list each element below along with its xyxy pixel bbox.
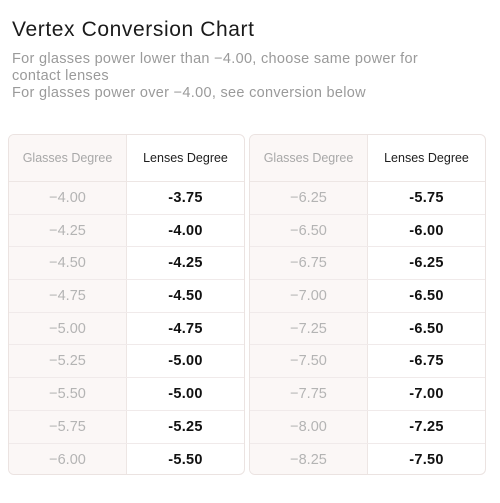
glasses-degree-cell: −4.50 [9,247,126,280]
glasses-degree-cell: −8.25 [250,443,367,474]
conversion-table-left: Glasses Degree Lenses Degree −4.00 -3.75… [8,134,245,475]
header-glasses-degree: Glasses Degree [9,135,126,181]
glasses-degree-cell: −4.25 [9,214,126,247]
table-row: −6.25 -5.75 [250,182,485,215]
glasses-degree-cell: −6.50 [250,214,367,247]
glasses-degree-cell: −6.75 [250,247,367,280]
lenses-degree-cell: -5.25 [126,410,244,443]
lenses-degree-cell: -4.50 [126,280,244,312]
glasses-degree-cell: −5.00 [9,312,126,345]
table-row: −8.25 -7.50 [250,443,485,474]
table-row: −6.00 -5.50 [9,443,244,474]
lenses-degree-cell: -5.00 [126,378,244,410]
lenses-degree-cell: -6.25 [367,247,485,280]
lenses-degree-cell: -5.00 [126,345,244,378]
lenses-degree-cell: -3.75 [126,182,244,214]
lenses-degree-cell: -7.50 [367,443,485,474]
glasses-degree-cell: −7.50 [250,345,367,378]
glasses-degree-cell: −5.25 [9,345,126,378]
glasses-degree-cell: −4.75 [9,280,126,312]
instruction-line-3: For glasses power over −4.00, see conver… [12,85,366,101]
lenses-degree-cell: -5.75 [367,182,485,214]
header-lenses-degree: Lenses Degree [367,135,485,181]
table-header: Glasses Degree Lenses Degree [9,135,244,182]
glasses-degree-cell: −7.75 [250,378,367,410]
instruction-line-1: For glasses power lower than −4.00, choo… [12,51,418,67]
table-row: −8.00 -7.25 [250,410,485,444]
header-glasses-degree: Glasses Degree [250,135,367,181]
table-row: −7.25 -6.50 [250,312,485,346]
lenses-degree-cell: -6.50 [367,280,485,312]
glasses-degree-cell: −5.75 [9,410,126,443]
lenses-degree-cell: -4.25 [126,247,244,280]
glasses-degree-cell: −8.00 [250,410,367,443]
table-row: −6.50 -6.00 [250,214,485,248]
glasses-degree-cell: −6.00 [9,443,126,474]
glasses-degree-cell: −4.00 [9,182,126,214]
lenses-degree-cell: -7.00 [367,378,485,410]
instructions: For glasses power lower than −4.00, choo… [12,51,492,102]
table-row: −5.50 -5.00 [9,378,244,411]
page-title: Vertex Conversion Chart [12,18,255,41]
table-row: −4.50 -4.25 [9,247,244,281]
glasses-degree-cell: −7.00 [250,280,367,312]
glasses-degree-cell: −5.50 [9,378,126,410]
table-row: −5.25 -5.00 [9,345,244,379]
lenses-degree-cell: -4.75 [126,312,244,345]
lenses-degree-cell: -7.25 [367,410,485,443]
table-row: −7.50 -6.75 [250,345,485,379]
lenses-degree-cell: -6.75 [367,345,485,378]
table-row: −7.75 -7.00 [250,378,485,411]
conversion-table-right: Glasses Degree Lenses Degree −6.25 -5.75… [249,134,486,475]
table-row: −5.75 -5.25 [9,410,244,444]
table-header: Glasses Degree Lenses Degree [250,135,485,182]
lenses-degree-cell: -4.00 [126,214,244,247]
glasses-degree-cell: −7.25 [250,312,367,345]
lenses-degree-cell: -5.50 [126,443,244,474]
table-row: −6.75 -6.25 [250,247,485,281]
table-row: −5.00 -4.75 [9,312,244,346]
glasses-degree-cell: −6.25 [250,182,367,214]
lenses-degree-cell: -6.00 [367,214,485,247]
table-row: −4.75 -4.50 [9,280,244,313]
table-row: −4.25 -4.00 [9,214,244,248]
lenses-degree-cell: -6.50 [367,312,485,345]
instruction-line-2: contact lenses [12,68,109,84]
header-lenses-degree: Lenses Degree [126,135,244,181]
table-row: −7.00 -6.50 [250,280,485,313]
table-row: −4.00 -3.75 [9,182,244,215]
